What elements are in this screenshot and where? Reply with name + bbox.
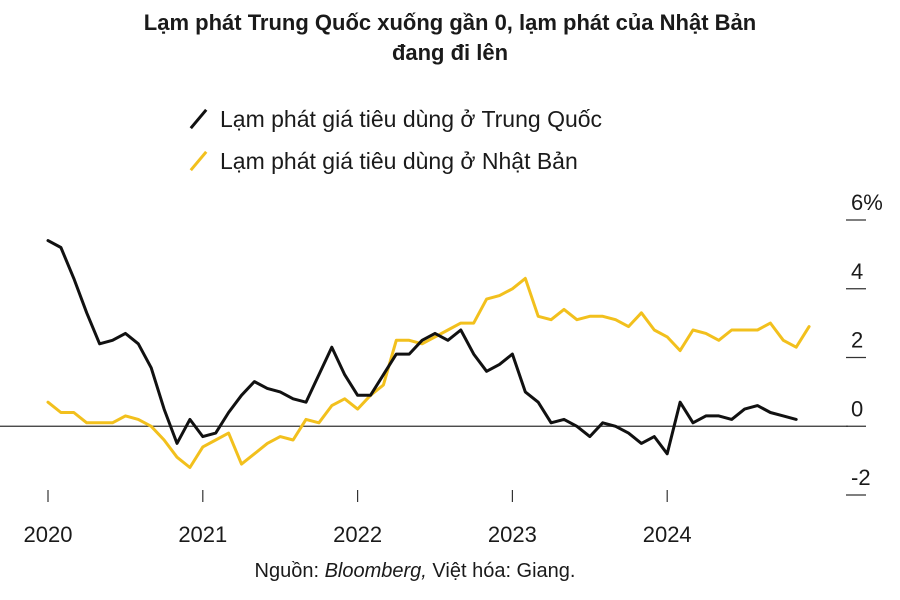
chart-title-line-1: Lạm phát Trung Quốc xuống gần 0, lạm phá… <box>143 10 757 35</box>
source-suffix: Việt hóa: Giang. <box>426 560 576 582</box>
legend-label-china: Lạm phát giá tiêu dùng ở Trung Quốc <box>220 105 603 132</box>
x-tick-label: 2020 <box>24 522 73 547</box>
y-tick-label: -2 <box>851 465 871 490</box>
source-name: Bloomberg, <box>324 560 427 582</box>
chart-title: Lạm phát Trung Quốc xuống gần 0, lạm phá… <box>0 8 900 68</box>
series-line-japan <box>46 276 811 469</box>
y-tick-label: 4 <box>851 259 863 284</box>
legend: Lạm phát giá tiêu dùng ở Trung Quốc Lạm … <box>190 98 602 182</box>
legend-label-japan: Lạm phát giá tiêu dùng ở Nhật Bản <box>220 147 578 174</box>
x-tick-label: 2022 <box>333 522 382 547</box>
x-tick-label: 2023 <box>488 522 537 547</box>
legend-item-china: Lạm phát giá tiêu dùng ở Trung Quốc <box>190 98 602 140</box>
legend-item-japan: Lạm phát giá tiêu dùng ở Nhật Bản <box>190 140 602 182</box>
x-tick-label: 2021 <box>178 522 227 547</box>
x-tick-label: 2024 <box>643 522 692 547</box>
source-prefix: Nguồn: <box>254 560 325 582</box>
y-tick-label: 2 <box>851 328 863 353</box>
chart-title-line-2: đang đi lên <box>391 40 509 65</box>
y-tick-label: 6% <box>851 190 883 215</box>
source-note: Nguồn: Bloomberg, Việt hóa: Giang. <box>0 560 830 583</box>
y-tick-label: 0 <box>851 396 863 421</box>
series-line-china <box>46 239 798 456</box>
